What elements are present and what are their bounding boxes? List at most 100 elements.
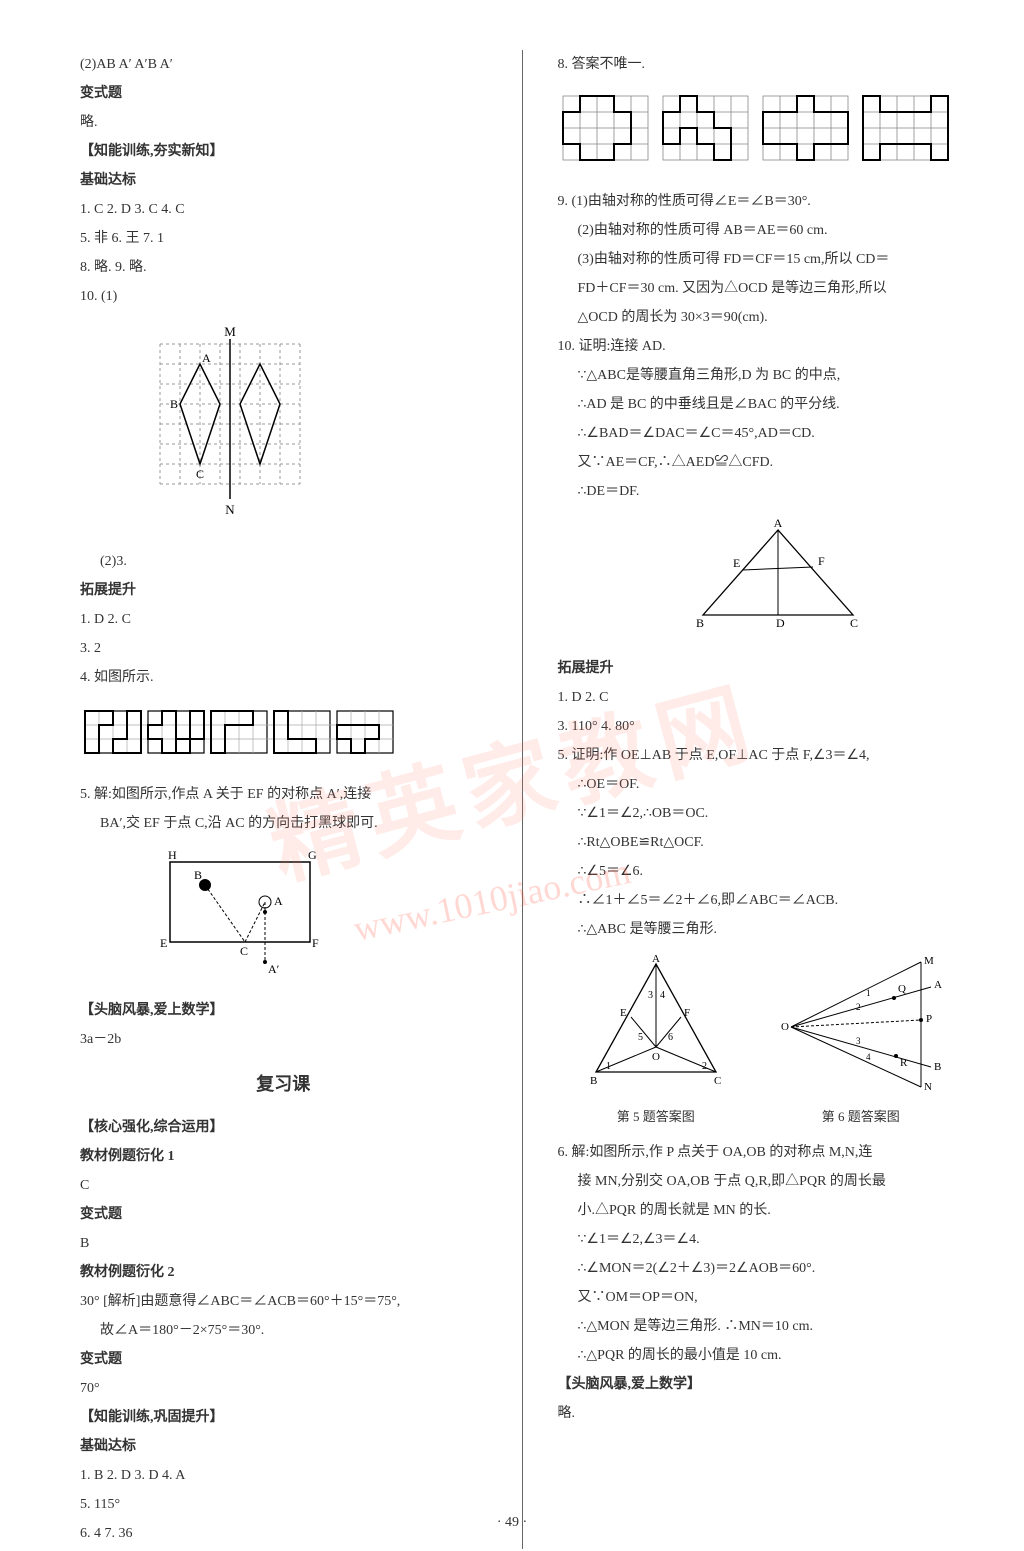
right-column: 8. 答案不唯一.: [558, 50, 965, 1549]
label: F: [818, 554, 825, 568]
text-line: 10. 证明:连接 AD.: [558, 333, 965, 361]
text-line: 5. 解:如图所示,作点 A 关于 EF 的对称点 A′,连接: [80, 781, 487, 809]
label: 4: [660, 990, 665, 1001]
text-line: ∴Rt△OBE≌Rt△OCF.: [558, 829, 965, 857]
figure-q10: M A B C: [140, 320, 320, 528]
label: O: [652, 1051, 660, 1063]
text-line: ∴△MON 是等边三角形. ∴MN＝10 cm.: [558, 1313, 965, 1341]
figure-row-q5-q6: A E F 3 4 5 6 O B 1 2 C 第 5 题答案图: [558, 952, 965, 1131]
subheading: 基础达标: [80, 167, 487, 195]
triangle-svg: A E F B D C: [678, 515, 878, 635]
label-b: B: [194, 868, 202, 882]
figure-q4: [80, 701, 400, 772]
answer-line: 1. D 2. C: [558, 684, 965, 712]
answer-line: 4. 如图所示.: [80, 664, 487, 692]
grid-figure-svg: M A B C: [140, 324, 320, 524]
text-line: ∴∠MON＝2(∠2＋∠3)＝2∠AOB＝60°.: [558, 1255, 965, 1283]
answer-line: 1. B 2. D 3. D 4. A: [80, 1462, 487, 1490]
section-heading: 【知能训练,夯实新知】: [80, 138, 487, 166]
page-number: · 49 ·: [0, 1515, 1024, 1531]
subheading: 教材例题衍化 1: [80, 1143, 487, 1171]
label: A: [652, 953, 660, 965]
billiard-svg: H G B A E C F A′: [150, 847, 330, 977]
page-columns: (2)AB A′ A′B A′ 变式题 略. 【知能训练,夯实新知】 基础达标 …: [80, 50, 964, 1549]
section-heading: 【核心强化,综合运用】: [80, 1114, 487, 1142]
text-line: 9. (1)由轴对称的性质可得∠E＝∠B＝30°.: [558, 188, 965, 216]
answer-line: 8. 略. 9. 略.: [80, 254, 487, 282]
label: C: [850, 616, 858, 630]
subheading: 拓展提升: [80, 577, 487, 605]
subheading: 基础达标: [80, 1433, 487, 1461]
text-line: 8. 答案不唯一.: [558, 51, 965, 79]
text-line: ∴∠5＝∠6.: [558, 858, 965, 886]
label: 6: [668, 1032, 673, 1043]
label-b: B: [170, 397, 178, 411]
text-line: 5. 证明:作 OE⊥AB 于点 E,OF⊥AC 于点 F,∠3＝∠4,: [558, 742, 965, 770]
label: O: [781, 1021, 789, 1033]
column-divider: [522, 50, 523, 1549]
answer-line: 5. 非 6. 王 7. 1: [80, 225, 487, 253]
label: F: [684, 1007, 690, 1019]
text-line: ∴OE＝OF.: [558, 771, 965, 799]
label: 5: [638, 1032, 643, 1043]
label-c: C: [196, 467, 204, 481]
label: 1: [866, 988, 871, 998]
label-m: M: [224, 324, 236, 339]
text-line: ∴△PQR 的周长的最小值是 10 cm.: [558, 1342, 965, 1370]
answer-line: 3. 2: [80, 635, 487, 663]
left-column: (2)AB A′ A′B A′ 变式题 略. 【知能训练,夯实新知】 基础达标 …: [80, 50, 487, 1549]
label: C: [714, 1075, 721, 1087]
q5-answer-svg: A E F 3 4 5 6 O B 1 2 C: [576, 952, 736, 1092]
text-line: △OCD 的周长为 30×3＝90(cm).: [558, 304, 965, 332]
label-c: C: [240, 944, 248, 958]
label: 1: [606, 1061, 611, 1072]
answer-line: 1. C 2. D 3. C 4. C: [80, 196, 487, 224]
answer-line: 10. (1): [80, 283, 487, 311]
figure-caption: 第 6 题答案图: [776, 1104, 946, 1130]
label: E: [733, 556, 740, 570]
figure-caption: 第 5 题答案图: [576, 1104, 736, 1130]
subheading: 拓展提升: [558, 655, 965, 683]
label-a: A: [202, 351, 211, 365]
text-line: ∴△ABC 是等腰三角形.: [558, 916, 965, 944]
answer-line: B: [80, 1230, 487, 1258]
label: P: [926, 1013, 932, 1025]
label: A: [773, 516, 782, 530]
text-line: ∴∠1＋∠5＝∠2＋∠6,即∠ABC＝∠ACB.: [558, 887, 965, 915]
section-heading: 【头脑风暴,爱上数学】: [80, 997, 487, 1025]
text-line: 略.: [80, 109, 487, 137]
answer-line: 3. 110° 4. 80°: [558, 713, 965, 741]
label: D: [776, 616, 785, 630]
text-line: 6. 解:如图所示,作 P 点关于 OA,OB 的对称点 M,N,连: [558, 1139, 965, 1167]
text-line: 小.△PQR 的周长就是 MN 的长.: [558, 1197, 965, 1225]
subheading: 变式题: [80, 1201, 487, 1229]
text-line: 30° [解析]由题意得∠ABC＝∠ACB＝60°＋15°＝75°,: [80, 1288, 487, 1316]
label: Q: [898, 983, 906, 995]
pentomino-svg: [80, 701, 400, 761]
text-line: 故∠A＝180°－2×75°＝30°.: [80, 1317, 487, 1345]
text-line: ∵∠1＝∠2,∠3＝∠4.: [558, 1226, 965, 1254]
text-line: ∴∠BAD＝∠DAC＝∠C＝45°,AD＝CD.: [558, 420, 965, 448]
text-line: (2)AB A′ A′B A′: [80, 51, 487, 79]
label: 3: [856, 1036, 861, 1046]
label: B: [696, 616, 704, 630]
label-f: F: [312, 936, 319, 950]
answer-line: C: [80, 1172, 487, 1200]
text-line: 接 MN,分别交 OA,OB 于点 Q,R,即△PQR 的周长最: [558, 1168, 965, 1196]
label: M: [924, 955, 934, 967]
text-line: 略.: [558, 1400, 965, 1428]
answer-line: 70°: [80, 1375, 487, 1403]
answer-line: (2)3.: [80, 548, 487, 576]
figure-q8-grids: [558, 88, 958, 179]
label: B: [934, 1061, 941, 1073]
review-title: 复习课: [80, 1066, 487, 1102]
figure-q5-answer: A E F 3 4 5 6 O B 1 2 C 第 5 题答案图: [576, 952, 736, 1131]
figure-q5-billiard: H G B A E C F A′: [150, 847, 330, 988]
label-e: E: [160, 936, 167, 950]
text-line: ∵△ABC是等腰直角三角形,D 为 BC 的中点,: [558, 362, 965, 390]
text-line: ∵∠1＝∠2,∴OB＝OC.: [558, 800, 965, 828]
text-line: 又∵OM＝OP＝ON,: [558, 1284, 965, 1312]
label: N: [924, 1081, 932, 1092]
text-line: (2)由轴对称的性质可得 AB＝AE＝60 cm.: [558, 217, 965, 245]
text-line: FD＋CF＝30 cm. 又因为△OCD 是等边三角形,所以: [558, 275, 965, 303]
